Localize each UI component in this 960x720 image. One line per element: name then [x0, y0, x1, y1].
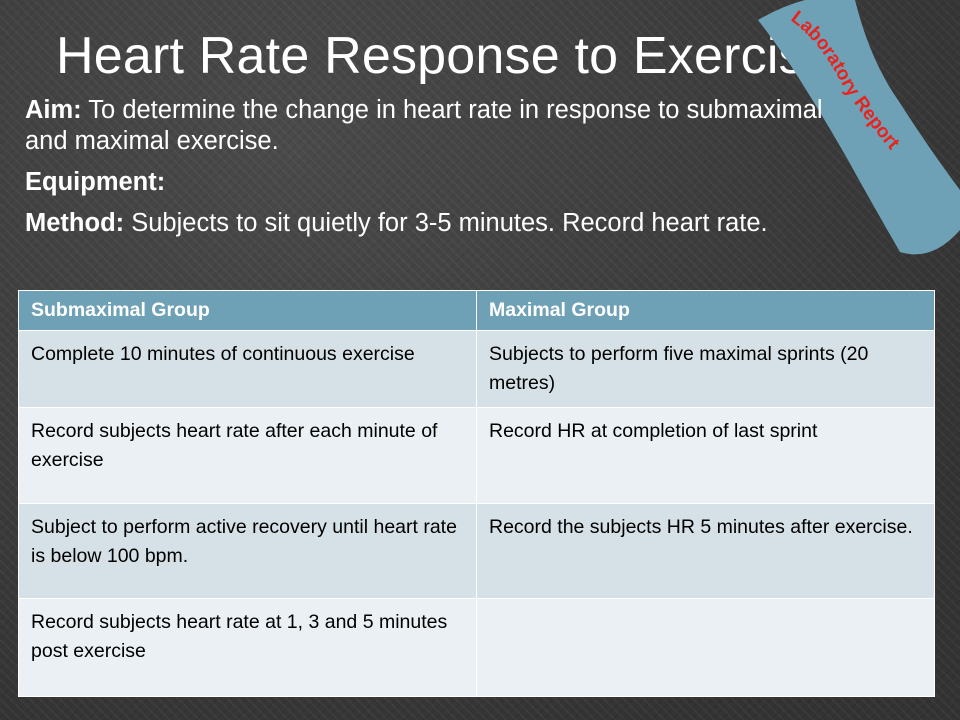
table-row: Record subjects heart rate after each mi…: [18, 407, 935, 504]
table-cell: Subjects to perform five maximal sprints…: [476, 330, 935, 408]
aim-text: To determine the change in heart rate in…: [25, 96, 823, 155]
table-cell: Record HR at completion of last sprint: [476, 407, 935, 504]
aim-label: Aim:: [25, 96, 82, 124]
slide-body: Aim: To determine the change in heart ra…: [25, 95, 825, 249]
method-table: Submaximal Group Maximal Group Complete …: [18, 290, 935, 697]
laboratory-report-ribbon: Laboratory Report: [758, 0, 960, 255]
table-cell: Complete 10 minutes of continuous exerci…: [18, 330, 477, 408]
table-header-row: Submaximal Group Maximal Group: [18, 290, 935, 331]
method-label: Method:: [25, 209, 125, 237]
aim-paragraph: Aim: To determine the change in heart ra…: [25, 95, 825, 157]
slide-title: Heart Rate Response to Exercise: [56, 27, 834, 85]
equipment-label: Equipment:: [25, 168, 166, 196]
ribbon-shape: [758, 0, 960, 255]
table-cell: Record subjects heart rate at 1, 3 and 5…: [18, 598, 477, 697]
table-row: Record subjects heart rate at 1, 3 and 5…: [18, 598, 935, 697]
header-submaximal: Submaximal Group: [18, 290, 477, 331]
method-text: Subjects to sit quietly for 3-5 minutes.…: [124, 209, 768, 237]
method-paragraph: Method: Subjects to sit quietly for 3-5 …: [25, 208, 825, 239]
table-cell: Subject to perform active recovery until…: [18, 503, 477, 599]
table-cell: Record the subjects HR 5 minutes after e…: [476, 503, 935, 599]
table-row: Complete 10 minutes of continuous exerci…: [18, 330, 935, 408]
header-maximal: Maximal Group: [476, 290, 935, 331]
equipment-paragraph: Equipment:: [25, 167, 825, 198]
table-cell: [476, 598, 935, 697]
table-cell: Record subjects heart rate after each mi…: [18, 407, 477, 504]
table-row: Subject to perform active recovery until…: [18, 503, 935, 599]
